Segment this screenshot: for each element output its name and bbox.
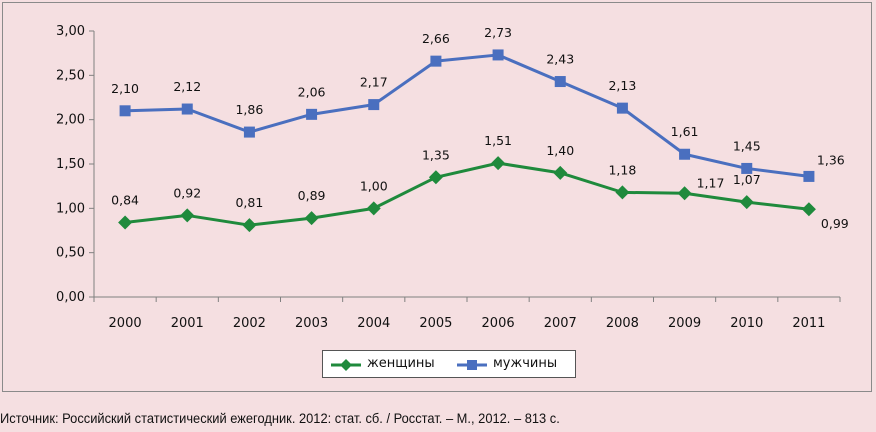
- x-tick-label: 2007: [544, 316, 577, 331]
- y-tick-label: 0,50: [56, 246, 85, 261]
- data-point-marker: [554, 76, 566, 88]
- legend-symbols: [331, 359, 487, 371]
- data-point-marker: [741, 162, 753, 174]
- x-tick-label: 2000: [109, 316, 142, 331]
- data-point-marker: [366, 201, 381, 216]
- data-label: 1,61: [671, 124, 699, 139]
- data-point-marker: [243, 126, 255, 138]
- data-label: 1,18: [608, 162, 636, 177]
- y-tick-label: 1,50: [56, 157, 85, 172]
- x-tick-label: 2008: [606, 316, 639, 331]
- data-label: 2,06: [298, 84, 326, 99]
- data-label: 1,36: [817, 152, 845, 167]
- data-point-marker: [491, 156, 506, 171]
- data-label: 0,81: [235, 195, 263, 210]
- legend-label-men: мужчины: [493, 356, 558, 371]
- chart-frame: [2, 2, 872, 392]
- data-label: 1,00: [360, 178, 388, 193]
- x-tick-label: 2004: [357, 316, 390, 331]
- data-label: 1,51: [484, 133, 512, 148]
- x-tick-label: 2009: [668, 316, 701, 331]
- series-line-1: [125, 53, 810, 178]
- data-label: 1,40: [546, 143, 574, 158]
- data-label: 2,66: [422, 31, 450, 46]
- chart-legend: женщины мужчины: [322, 350, 576, 378]
- data-point-marker: [181, 103, 193, 115]
- y-tick-label: 0,00: [56, 290, 85, 305]
- data-point-marker: [119, 105, 131, 117]
- source-note: Источник: Российский статистический ежег…: [0, 410, 560, 426]
- data-point-marker: [118, 215, 133, 230]
- data-label: 2,43: [546, 52, 574, 67]
- data-label: 2,17: [360, 75, 388, 90]
- x-tick-label: 2001: [171, 316, 204, 331]
- data-point-marker: [801, 202, 816, 217]
- y-tick-label: 2,00: [56, 113, 85, 128]
- data-point-marker: [803, 170, 815, 182]
- data-point-marker: [679, 148, 691, 160]
- data-point-marker: [492, 49, 504, 61]
- data-point-marker: [304, 211, 319, 226]
- data-point-marker: [553, 165, 568, 180]
- x-tick-label: 2005: [419, 316, 452, 331]
- y-tick-label: 1,00: [56, 201, 85, 216]
- line-chart: 0,00 0,50 1,00 1,50 2,00 2,50 3,00 2000 2001 2002…: [56, 24, 849, 331]
- data-label: 0,84: [111, 193, 139, 208]
- data-point-marker: [677, 186, 692, 201]
- x-tick-label: 2003: [295, 316, 328, 331]
- data-point-marker: [242, 218, 257, 233]
- x-tick-label: 2011: [792, 316, 825, 331]
- data-point-marker: [616, 102, 628, 114]
- series-line-0: [124, 161, 810, 227]
- data-label: 2,12: [173, 79, 201, 94]
- data-label: 1,35: [422, 147, 450, 162]
- data-label: 1,86: [235, 102, 263, 117]
- data-point-marker: [306, 108, 318, 120]
- data-label: 1,17: [697, 175, 725, 190]
- data-label: 0,89: [298, 188, 326, 203]
- legend-marker-women: [340, 359, 352, 371]
- legend-marker-men: [467, 360, 477, 370]
- data-point-marker: [428, 170, 443, 185]
- data-label: 0,99: [821, 216, 849, 231]
- x-tick-label: 2006: [482, 316, 515, 331]
- x-tick-label: 2010: [730, 316, 763, 331]
- data-point-marker: [368, 99, 380, 111]
- data-label: 0,92: [173, 185, 201, 200]
- x-tick-label: 2002: [233, 316, 266, 331]
- data-label: 2,73: [484, 25, 512, 40]
- data-label: 2,10: [111, 81, 139, 96]
- y-tick-label: 2,50: [56, 68, 85, 83]
- data-label: 1,07: [733, 172, 761, 187]
- legend-label-women: женщины: [367, 356, 435, 371]
- data-point-marker: [615, 185, 630, 200]
- data-point-marker: [430, 55, 442, 67]
- data-label: 1,45: [733, 138, 761, 153]
- data-point-marker: [180, 208, 195, 223]
- data-point-marker: [739, 195, 754, 210]
- y-tick-label: 3,00: [56, 24, 85, 39]
- data-label: 2,13: [608, 78, 636, 93]
